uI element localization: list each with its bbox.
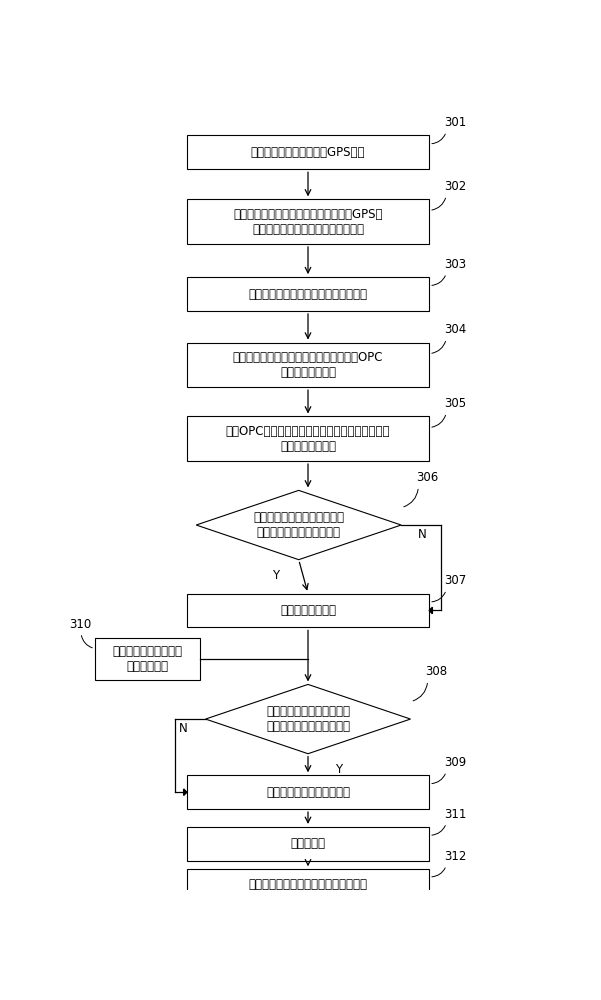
Text: 305: 305 [444,397,466,410]
Text: 通过OPC远程数据访问接口将汇集的压力数据传输
到泄漏监测服务器: 通过OPC远程数据访问接口将汇集的压力数据传输 到泄漏监测服务器 [226,425,390,453]
Text: 输出泄漏报警信息: 输出泄漏报警信息 [280,604,336,617]
Text: 汇集各站点同步处理后的压力数据和提供OPC
远程数据访问接口: 汇集各站点同步处理后的压力数据和提供OPC 远程数据访问接口 [233,351,383,379]
Text: Y: Y [335,763,342,776]
Polygon shape [196,490,401,560]
FancyBboxPatch shape [187,827,429,861]
FancyBboxPatch shape [187,343,429,387]
Text: N: N [179,722,188,735]
Text: 对压力数据进行滤波、调理，然后根据GPS信
号对处理后的压力数据进行时间同步: 对压力数据进行滤波、调理，然后根据GPS信 号对处理后的压力数据进行时间同步 [233,208,383,236]
Text: 接收并发送时间同步处理后的压力数据: 接收并发送时间同步处理后的压力数据 [248,288,368,301]
Text: 301: 301 [444,116,466,129]
Text: 303: 303 [444,258,466,271]
Text: 307: 307 [444,574,466,587]
Text: 搜寻是否有输出的泄漏报警
信息相匹配的泄漏报警信息: 搜寻是否有输出的泄漏报警 信息相匹配的泄漏报警信息 [266,705,350,733]
Text: 302: 302 [444,180,466,193]
FancyBboxPatch shape [187,416,429,461]
FancyBboxPatch shape [95,638,200,680]
Text: 310: 310 [69,618,91,631]
Text: 定位泄漏点: 定位泄漏点 [290,837,326,850]
Polygon shape [429,607,432,614]
Text: 311: 311 [444,808,466,821]
Polygon shape [206,684,410,754]
Text: 308: 308 [426,665,448,678]
FancyBboxPatch shape [187,199,429,244]
Text: 312: 312 [444,850,466,863]
Text: 304: 304 [444,323,466,336]
Text: N: N [418,528,427,541]
Text: 采集管道实时压力数据和GPS信号: 采集管道实时压力数据和GPS信号 [251,146,365,159]
Polygon shape [184,789,187,795]
FancyBboxPatch shape [187,594,429,627]
Text: 将泄漏报警信息存储在
报警历史库中: 将泄漏报警信息存储在 报警历史库中 [112,645,182,673]
Text: Y: Y [272,569,279,582]
FancyBboxPatch shape [187,277,429,311]
Text: 判定某站点压力数据是否小于
其对应站点预设的最低阈值: 判定某站点压力数据是否小于 其对应站点预设的最低阈值 [253,511,344,539]
Text: 显示泄漏与定位信息和传感器状态信息: 显示泄漏与定位信息和传感器状态信息 [248,878,368,891]
FancyBboxPatch shape [187,135,429,169]
Text: 306: 306 [416,471,438,484]
Text: 309: 309 [444,756,466,769]
Text: 输出相匹配的泄漏报警信息: 输出相匹配的泄漏报警信息 [266,786,350,799]
FancyBboxPatch shape [187,775,429,809]
FancyBboxPatch shape [187,869,429,900]
